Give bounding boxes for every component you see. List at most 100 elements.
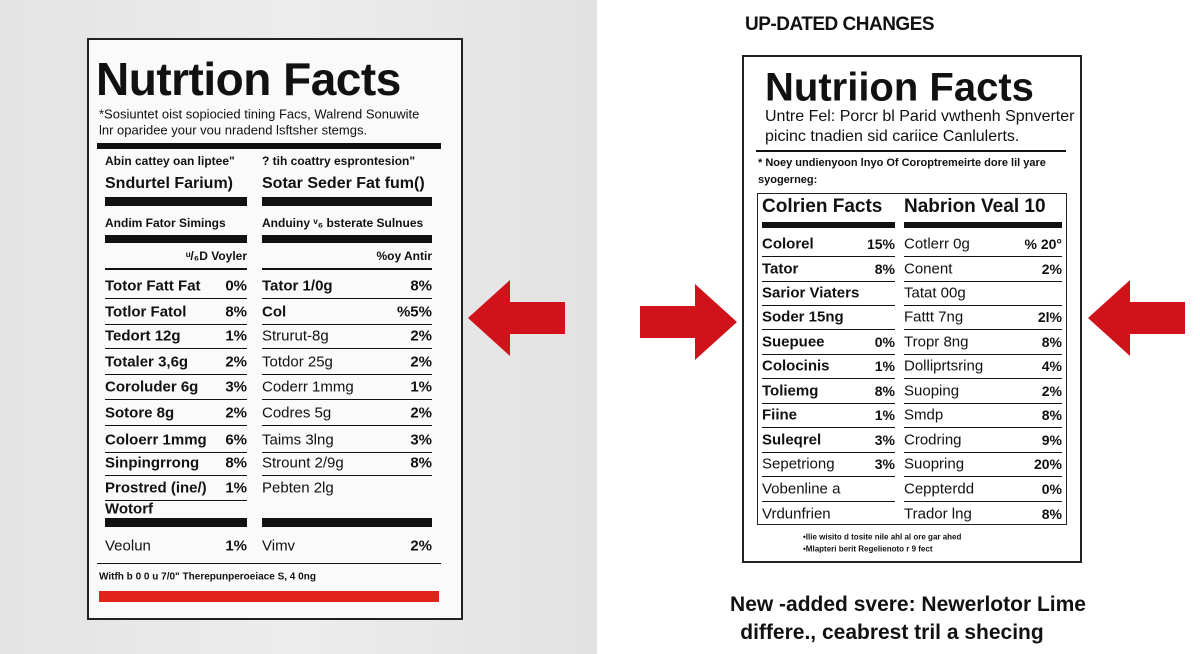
row-dv: 2% [1041,383,1062,399]
row-dv: 0% [225,277,247,295]
caption: New -added svere: Newerlotor Lime [730,593,1086,616]
row-dv: 1% [874,358,895,374]
rule [262,452,432,453]
caption: differe., ceabrest tril a shecing [740,621,1044,644]
rule [105,298,247,299]
row-dv: 4% [1041,358,1062,374]
row-label: Totaler 3,6g [105,353,189,371]
title: Nutriion Facts [765,65,1034,110]
thick-rule [262,235,432,243]
row-label: Vobenline a [762,480,841,498]
rule [262,298,432,299]
rule [904,501,1062,502]
rule [904,256,1062,257]
rule [105,475,247,476]
row-dv: 3% [874,456,895,472]
note: * Noey undienyoon lnyo Of Coroptremeirte… [758,157,1046,169]
rule [105,399,247,400]
thick-rule [262,197,432,206]
heading: Abin cattey oan liptee" [105,154,235,168]
intro: picinc tnadien sid cariice Canlulerts. [765,128,1020,145]
row-dv: 8% [410,277,432,295]
column-header: Nabrion Veal 10 [904,196,1046,217]
intro: Untre Fel: Porcr bl Parid vwthenh Spnver… [765,108,1075,125]
row-label: Suopring [904,455,965,473]
row-dv: 2% [225,353,247,371]
red-bar [99,591,439,602]
rule [904,378,1062,379]
row-dv: 8% [1041,506,1062,522]
rule [105,425,247,426]
row-dv: 3% [874,432,895,448]
row-label: Strurut-8g [262,327,329,345]
rule [904,281,1062,282]
row-dv: 8% [1041,407,1062,423]
rule [762,256,895,257]
row-label: Sotore 8g [105,404,175,422]
row-label: Ceppterdd [904,480,975,498]
row-dv: 0% [1041,481,1062,497]
row-dv: 8% [410,454,432,472]
row-label: Prostred (ine/) [105,479,207,497]
row-label: Soder 15ng [762,308,844,326]
row-label: Wotorf [105,500,154,518]
column-header: Colrien Facts [762,196,883,217]
row-label: Tropr 8ng [904,333,969,351]
rule [262,475,432,476]
row-label: Suleqrel [762,431,822,449]
row-label: Trador lng [904,505,972,523]
row-dv: 8% [225,454,247,472]
rule [762,354,895,355]
total-dv: 1% [225,537,247,555]
heading: ? tih coattry esprontesion" [262,154,416,168]
footnote: •Ilie wisito d tosite nile ahl al ore ga… [803,532,962,542]
footer: Witfh b 0 0 u 7/0" Therepunperoeiace S, … [99,571,316,583]
row-dv: 8% [874,261,895,277]
row-label: Coloerr 1mmg [105,431,207,449]
arrow-left [468,280,565,356]
rule [105,374,247,375]
rule [904,329,1062,330]
section: Anduiny ᵛ₆ bsterate Sulnues [262,216,424,230]
rule [97,563,441,564]
section: Andim Fator Simings [105,216,226,230]
title: Nutrtion Facts [96,53,401,105]
rule [904,427,1062,428]
rule [762,427,895,428]
row-label: Codres 5g [262,404,332,422]
row-dv: 1% [225,479,247,497]
row-dv: %5% [396,303,432,321]
row-dv: 2% [1041,261,1062,277]
row-dv: 2% [225,404,247,422]
row-dv: 8% [874,383,895,399]
row-label: Colocinis [762,357,830,375]
subheading: Sotar Seder Fat fum() [262,175,425,192]
row-dv: 1% [225,327,247,345]
row-label: Crodring [904,431,962,449]
row-dv: % 20° [1024,236,1062,252]
row-dv: 2% [410,353,432,371]
row-dv: 3% [410,431,432,449]
row-label: Suoping [904,382,960,400]
total-label: Vimv [262,537,296,555]
rule [904,403,1062,404]
row-label: Tator [762,260,799,278]
rule [105,500,247,501]
row-label: Fattt 7ng [904,308,964,326]
rule [262,268,432,270]
rule [762,501,895,502]
row-label: Tatat 00g [904,284,966,302]
row-dv: 2% [410,404,432,422]
thick-rule [762,222,895,228]
thick-rule [262,518,432,527]
row-label: Sepetriong [762,455,835,473]
row-dv: 2l% [1037,309,1062,325]
rule [904,476,1062,477]
row-dv: 9% [1041,432,1062,448]
dv-header: ᵘ/₆D Voyler [186,249,247,263]
thick-rule [105,518,247,527]
thick-rule [904,222,1062,228]
rule [762,403,895,404]
rule [105,348,247,349]
